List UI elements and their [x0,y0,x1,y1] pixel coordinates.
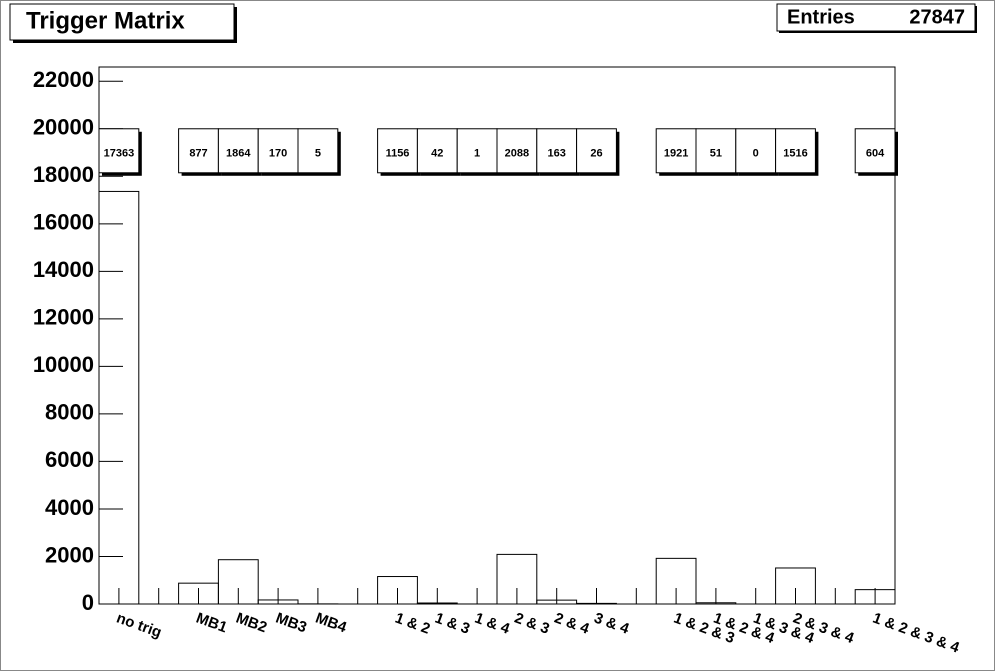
value-box [735,128,777,174]
bar [536,599,578,605]
bar [655,557,697,605]
bar [98,190,140,605]
y-tick-label: 14000 [33,257,94,282]
bar [775,567,816,605]
value-box [854,128,896,174]
bar [257,599,299,605]
value-box [536,128,578,174]
value-box [257,128,299,174]
value-box [178,128,219,174]
bar [416,602,458,605]
value-label: 2088 [505,148,529,160]
value-label: 604 [866,148,885,160]
y-tick-label: 6000 [45,447,94,472]
title-box [9,3,235,41]
y-tick-label: 18000 [33,162,94,187]
bar [217,559,259,605]
y-tick-label: 12000 [33,305,94,330]
y-tick-label: 0 [82,590,94,615]
bar [695,602,737,605]
value-label: 51 [710,148,722,160]
chart-title: Trigger Matrix [26,7,185,34]
value-label: 1864 [226,148,251,160]
value-label: 1921 [664,148,688,160]
value-label: 1516 [783,148,807,160]
bar [377,576,418,605]
y-tick-label: 16000 [33,210,94,235]
bar [576,602,617,605]
y-tick-label: 2000 [45,542,94,567]
stats-label: Entries [787,6,855,28]
value-box [217,128,259,174]
value-label: 163 [548,148,566,160]
value-box [775,128,816,174]
stats-box [776,3,976,32]
y-tick-label: 20000 [33,115,94,140]
y-tick-label: 4000 [45,495,94,520]
bar [854,589,896,605]
value-label: 877 [189,148,207,160]
bar [496,553,538,605]
value-box [496,128,538,174]
value-box [377,128,418,174]
value-label: 26 [590,148,602,160]
value-label: 1 [474,148,480,160]
y-tick-label: 22000 [33,67,94,92]
stats-value: 27847 [909,6,965,28]
y-tick-label: 10000 [33,352,94,377]
y-tick-label: 8000 [45,400,94,425]
value-box [98,128,140,174]
value-label: 5 [315,148,321,160]
value-box [297,128,339,174]
value-label: 42 [431,148,443,160]
value-label: 0 [753,148,759,160]
value-label: 1156 [386,148,410,160]
value-label: 170 [269,148,287,160]
value-label: 17363 [104,148,135,160]
value-box [576,128,617,174]
